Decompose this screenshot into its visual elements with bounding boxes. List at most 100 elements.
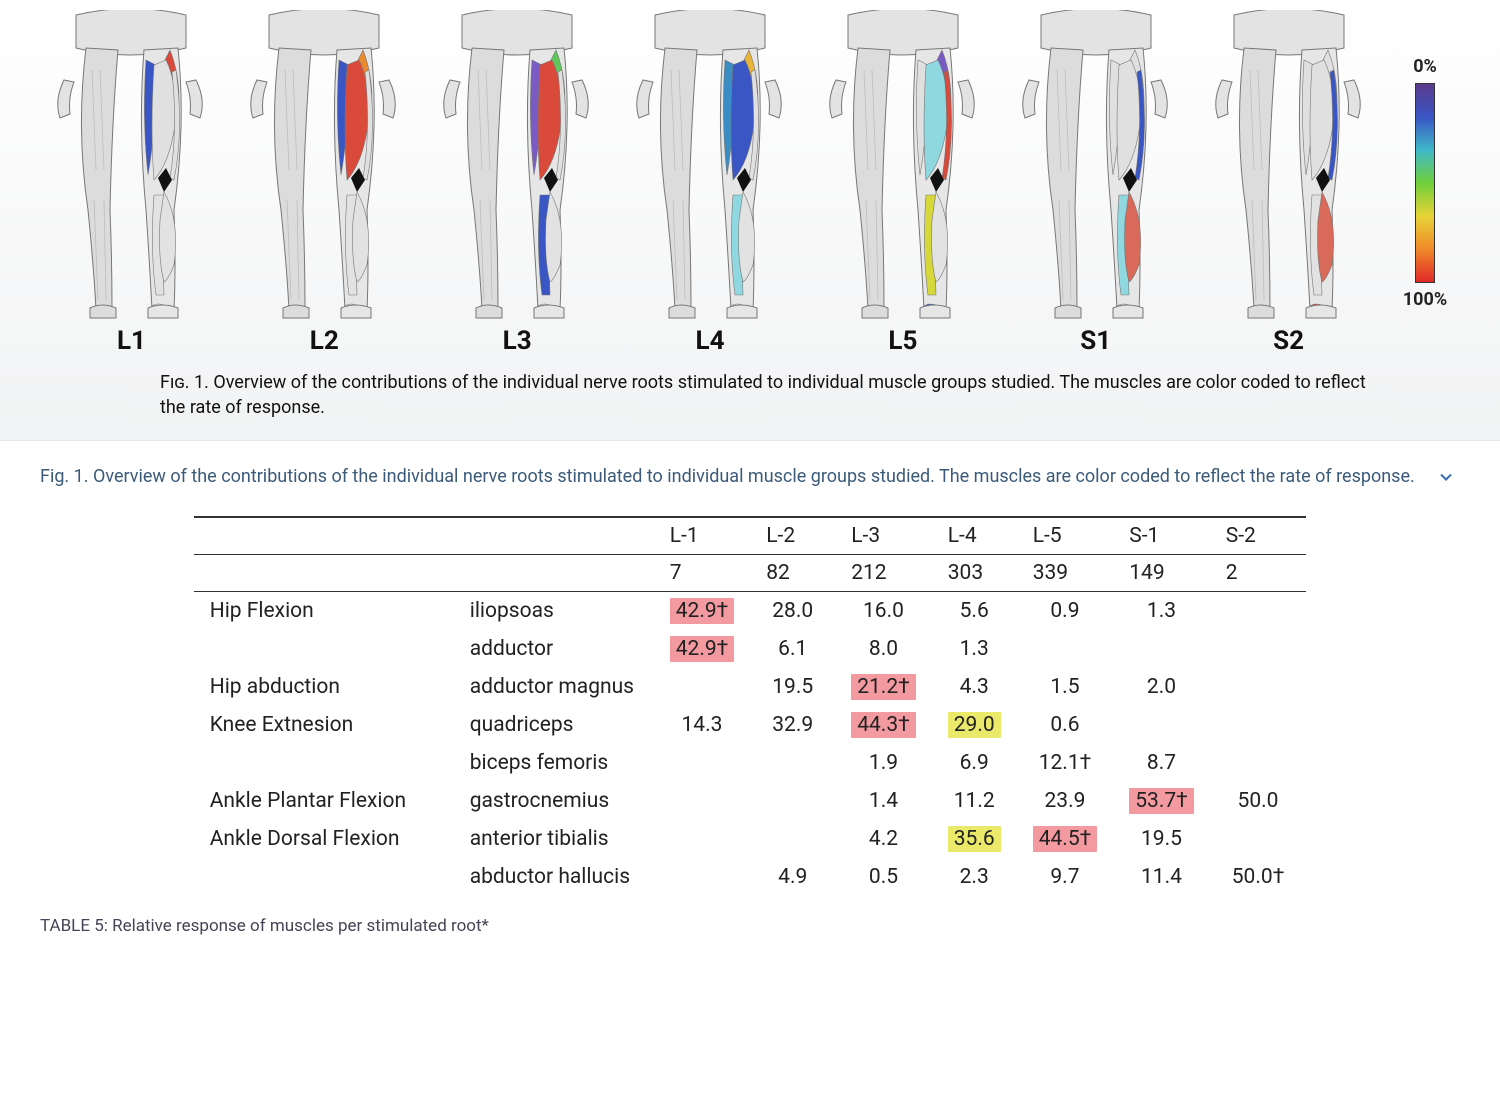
response-table: L-1L-2L-3L-4L-5S-1S-2 7822123033391492 H…: [194, 516, 1307, 896]
anatomy-l1: L1: [40, 10, 223, 356]
value-cell: 12.1†: [1017, 744, 1114, 782]
count-s-1: 149: [1113, 555, 1210, 592]
value-cell: [1113, 630, 1210, 668]
anatomy-l5: L5: [811, 10, 994, 356]
value-cell: 0.6: [1017, 706, 1114, 744]
table-body: Hip Flexioniliopsoas42.9†28.016.05.60.91…: [194, 592, 1307, 897]
table-row: Hip Flexioniliopsoas42.9†28.016.05.60.91…: [194, 592, 1307, 631]
value-cell: 44.5†: [1017, 820, 1114, 858]
count-l-5: 339: [1017, 555, 1114, 592]
value-cell: 14.3: [654, 706, 751, 744]
table-row: Hip abductionadductor magnus 19.521.2†4.3…: [194, 668, 1307, 706]
value-cell: 11.2: [932, 782, 1017, 820]
value-cell: 1.3: [932, 630, 1017, 668]
muscle-cell: adductor magnus: [454, 668, 654, 706]
figure-caption-text: Overview of the contributions of the ind…: [160, 372, 1366, 418]
col-l-4: L-4: [932, 517, 1017, 555]
value-cell: 50.0: [1210, 782, 1307, 820]
count-l-1: 7: [654, 555, 751, 592]
table-row: Ankle Dorsal Flexionanterior tibialis 4.2…: [194, 820, 1307, 858]
value-cell: 19.5: [750, 668, 835, 706]
movement-cell: Hip abduction: [194, 668, 454, 706]
table-row: adductor42.9†6.18.01.3: [194, 630, 1307, 668]
figure-panel: L1 L2: [0, 0, 1500, 441]
anatomy-l4: L4: [619, 10, 802, 356]
value-cell: 42.9†: [654, 592, 751, 631]
table-header-row: L-1L-2L-3L-4L-5S-1S-2: [194, 517, 1307, 555]
value-cell: 1.5: [1017, 668, 1114, 706]
colorbar-bottom-label: 100%: [1403, 289, 1447, 310]
col-s-2: S-2: [1210, 517, 1307, 555]
table-row: Knee Extnesionquadriceps14.332.944.3†29.…: [194, 706, 1307, 744]
value-cell: [1210, 630, 1307, 668]
value-cell: [1017, 630, 1114, 668]
value-cell: 5.6: [932, 592, 1017, 631]
value-cell: [654, 820, 751, 858]
count-s-2: 2: [1210, 555, 1307, 592]
anatomy-l2: L2: [233, 10, 416, 356]
figure-caption-embedded: Fig. 1. Overview of the contributions of…: [160, 370, 1380, 420]
value-cell: 19.5: [1113, 820, 1210, 858]
root-label-l5: L5: [888, 326, 917, 356]
root-label-l4: L4: [696, 326, 725, 356]
movement-cell: Ankle Dorsal Flexion: [194, 820, 454, 858]
value-cell: [1113, 706, 1210, 744]
muscle-cell: gastrocnemius: [454, 782, 654, 820]
movement-cell: Hip Flexion: [194, 592, 454, 631]
value-cell: 29.0: [932, 706, 1017, 744]
value-cell: 42.9†: [654, 630, 751, 668]
value-cell: 4.3: [932, 668, 1017, 706]
col-l-5: L-5: [1017, 517, 1114, 555]
value-cell: 8.7: [1113, 744, 1210, 782]
value-cell: 21.2†: [835, 668, 932, 706]
anatomy-l3: L3: [426, 10, 609, 356]
value-cell: 6.1: [750, 630, 835, 668]
table-row: abductor hallucis4.90.52.39.711.450.0†: [194, 858, 1307, 896]
value-cell: 4.2: [835, 820, 932, 858]
anatomy-s1: S1: [1004, 10, 1187, 356]
chevron-down-icon[interactable]: [1436, 467, 1456, 497]
root-label-s2: S2: [1273, 326, 1304, 356]
colorbar-gradient: [1415, 83, 1435, 283]
table-row: Ankle Plantar Flexiongastrocnemius 1.411.…: [194, 782, 1307, 820]
figure-label: Fig. 1.: [160, 372, 209, 393]
table-count-row: 7822123033391492: [194, 555, 1307, 592]
muscle-cell: abductor hallucis: [454, 858, 654, 896]
count-l-4: 303: [932, 555, 1017, 592]
value-cell: 4.9: [750, 858, 835, 896]
value-cell: 53.7†: [1113, 782, 1210, 820]
movement-cell: [194, 744, 454, 782]
movement-cell: Ankle Plantar Flexion: [194, 782, 454, 820]
root-label-s1: S1: [1080, 326, 1111, 356]
colorbar: 0% 100%: [1390, 50, 1460, 356]
content-below: Fig. 1. Overview of the contributions of…: [0, 441, 1500, 966]
table-row: biceps femoris1.96.912.1†8.7: [194, 744, 1307, 782]
figure-caption-link-text: Fig. 1. Overview of the contributions of…: [40, 466, 1415, 487]
movement-cell: Knee Extnesion: [194, 706, 454, 744]
value-cell: 1.9: [835, 744, 932, 782]
value-cell: 1.4: [835, 782, 932, 820]
value-cell: [1210, 706, 1307, 744]
anatomy-s2: S2: [1197, 10, 1380, 356]
muscle-cell: adductor: [454, 630, 654, 668]
root-label-l2: L2: [310, 326, 339, 356]
root-label-l1: L1: [117, 326, 146, 356]
muscle-cell: anterior tibialis: [454, 820, 654, 858]
value-cell: 0.5: [835, 858, 932, 896]
value-cell: 23.9: [1017, 782, 1114, 820]
movement-cell: [194, 630, 454, 668]
value-cell: [750, 820, 835, 858]
muscle-cell: quadriceps: [454, 706, 654, 744]
root-label-l3: L3: [503, 326, 532, 356]
value-cell: 2.0: [1113, 668, 1210, 706]
muscle-cell: biceps femoris: [454, 744, 654, 782]
value-cell: 32.9: [750, 706, 835, 744]
value-cell: [654, 744, 751, 782]
figure-caption-link: Fig. 1. Overview of the contributions of…: [40, 463, 1460, 492]
value-cell: [1210, 820, 1307, 858]
value-cell: 44.3†: [835, 706, 932, 744]
value-cell: 28.0: [750, 592, 835, 631]
muscle-cell: iliopsoas: [454, 592, 654, 631]
value-cell: [750, 744, 835, 782]
value-cell: 11.4: [1113, 858, 1210, 896]
